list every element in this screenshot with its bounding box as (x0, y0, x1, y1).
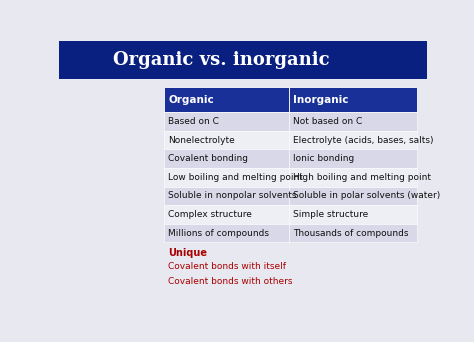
Text: Complex structure: Complex structure (168, 210, 252, 219)
Text: Nonelectrolyte: Nonelectrolyte (168, 135, 235, 145)
Bar (164, 187, 289, 205)
Bar (289, 112, 418, 131)
Text: Thousands of compounds: Thousands of compounds (293, 229, 409, 238)
Text: Based on C: Based on C (168, 117, 219, 126)
Bar (164, 112, 289, 131)
Text: Covalent bonds with itself: Covalent bonds with itself (168, 262, 286, 271)
Text: Simple structure: Simple structure (293, 210, 368, 219)
Text: Inorganic: Inorganic (293, 95, 349, 105)
Text: Not based on C: Not based on C (293, 117, 363, 126)
Bar (289, 149, 418, 168)
Text: Electrolyte (acids, bases, salts): Electrolyte (acids, bases, salts) (293, 135, 434, 145)
Bar (164, 149, 289, 168)
Text: Covalent bonds with others: Covalent bonds with others (168, 277, 293, 286)
Bar (164, 224, 289, 242)
Bar (289, 224, 418, 242)
Text: Soluble in polar solvents (water): Soluble in polar solvents (water) (293, 192, 440, 200)
Bar (164, 205, 289, 224)
Text: Organic vs. inorganic: Organic vs. inorganic (112, 51, 329, 69)
Bar (164, 168, 289, 187)
Text: High boiling and melting point: High boiling and melting point (293, 173, 431, 182)
Bar (289, 87, 418, 112)
Bar (289, 131, 418, 149)
Text: Unique: Unique (168, 248, 207, 258)
Text: Covalent bonding: Covalent bonding (168, 154, 248, 163)
Text: Ionic bonding: Ionic bonding (293, 154, 355, 163)
Bar (289, 187, 418, 205)
Text: Organic: Organic (168, 95, 214, 105)
Text: Millions of compounds: Millions of compounds (168, 229, 269, 238)
Text: Low boiling and melting point: Low boiling and melting point (168, 173, 303, 182)
Bar (289, 205, 418, 224)
Bar (289, 168, 418, 187)
Bar (164, 87, 289, 112)
Bar (164, 131, 289, 149)
Bar (59, 41, 427, 79)
Text: Soluble in nonpolar solvents: Soluble in nonpolar solvents (168, 192, 297, 200)
